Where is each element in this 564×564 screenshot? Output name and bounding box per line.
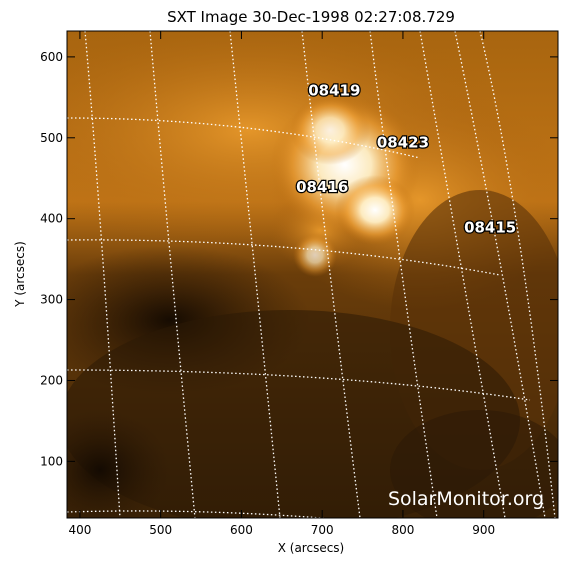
active-region-label: 08419: [308, 82, 360, 100]
x-tick-label: 500: [149, 523, 172, 537]
y-axis-label: Y (arcsecs): [13, 241, 27, 308]
y-tick-label: 600: [40, 50, 63, 64]
grid-lines: [67, 31, 556, 518]
watermark-text: SolarMonitor.org: [388, 488, 544, 510]
active-region-label: 08415: [464, 218, 516, 236]
y-tick-label: 400: [40, 212, 63, 226]
plot-frame: [66, 30, 559, 519]
longitude-line: [454, 31, 546, 518]
y-tick-label: 200: [40, 373, 63, 387]
active-region-label: 08423: [377, 133, 429, 151]
latitude-line: [67, 510, 330, 518]
y-tick-label: 500: [40, 131, 63, 145]
longitude-line: [301, 31, 361, 518]
solar-image: [67, 31, 558, 518]
x-tick-label: 800: [391, 523, 414, 537]
y-tick-label: 100: [40, 454, 63, 468]
latitude-line: [67, 369, 531, 401]
active-region-label: 08416: [296, 178, 348, 196]
x-axis: 400 500 600 700 800 900: [68, 31, 495, 537]
x-tick-label: 700: [311, 523, 334, 537]
latitude-line: [67, 117, 421, 159]
latitude-line: [67, 239, 501, 276]
y-tick-label: 300: [40, 293, 63, 307]
longitude-line: [229, 31, 281, 518]
longitude-line: [419, 31, 506, 518]
x-axis-label: X (arcsecs): [278, 541, 345, 555]
region-labels: 08419 08423 08416 08415: [295, 80, 518, 237]
x-tick-label: 900: [472, 523, 495, 537]
chart-title: SXT Image 30-Dec-1998 02:27:08.729: [167, 8, 455, 26]
x-tick-label: 600: [230, 523, 253, 537]
longitude-line: [149, 31, 196, 518]
x-tick-label: 400: [68, 523, 91, 537]
y-axis: 100 200 300 400 500 600: [40, 50, 558, 468]
